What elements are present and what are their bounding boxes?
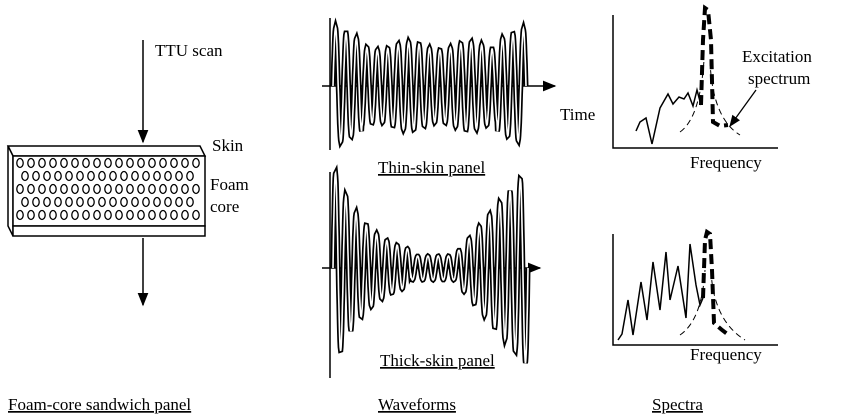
thick-waveform xyxy=(333,173,528,363)
frequency-label: Frequency xyxy=(690,345,762,364)
panel-caption: Foam-core sandwich panel xyxy=(8,395,191,414)
thick-caption: Thick-skin panel xyxy=(380,351,495,370)
time-label: Time xyxy=(560,105,595,124)
core-label: Foam xyxy=(210,175,249,194)
skin-label: Skin xyxy=(212,136,244,155)
core-label: core xyxy=(210,197,239,216)
excitation-label: Excitation xyxy=(742,47,812,66)
spectra-caption: Spectra xyxy=(652,395,703,414)
thin-waveform xyxy=(333,27,526,142)
thin-caption: Thin-skin panel xyxy=(378,158,485,177)
excitation-label: spectrum xyxy=(748,69,810,88)
figure: TTU scan Skin Foam core Foam-core sandwi… xyxy=(0,0,847,418)
sandwich-panel xyxy=(8,146,205,236)
scan-label: TTU scan xyxy=(155,41,223,60)
spectrum-bottom xyxy=(613,232,778,345)
waveforms-caption: Waveforms xyxy=(378,395,456,414)
frequency-label: Frequency xyxy=(690,153,762,172)
excitation-arrow xyxy=(730,90,756,126)
